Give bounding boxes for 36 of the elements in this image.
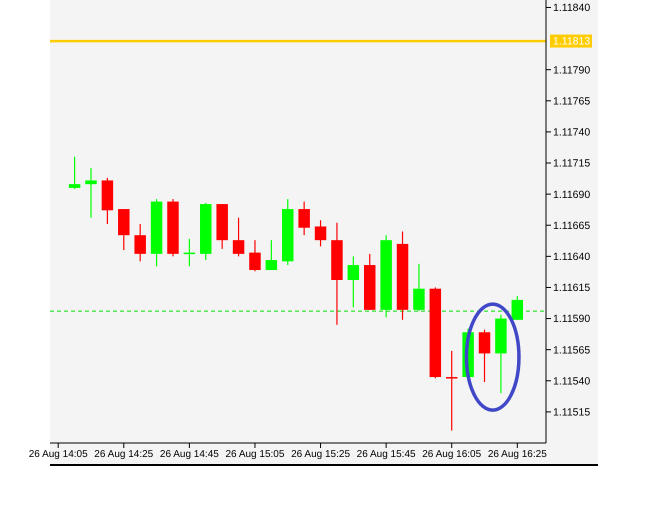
candlestick	[298, 200, 310, 236]
y-tick-label: 1.11840	[553, 2, 590, 14]
candlestick	[85, 167, 97, 218]
candlestick	[232, 217, 244, 257]
y-tick-label: 1.11690	[553, 188, 590, 201]
x-tick-label: 26 Aug 15:25	[291, 449, 350, 460]
candlestick	[314, 220, 326, 247]
y-tick-label: 1.11790	[553, 64, 590, 76]
candlestick	[249, 240, 261, 272]
y-tick-label: 1.11665	[553, 220, 590, 232]
candlestick	[266, 240, 278, 271]
x-tick-label: 26 Aug 15:05	[225, 449, 285, 460]
x-tick-label: 26 Aug 15:45	[356, 449, 416, 460]
candlestick	[184, 238, 196, 267]
y-tick-label: 1.11640	[553, 251, 590, 264]
y-tick-label: 1.11765	[553, 95, 590, 108]
x-tick-label: 26 Aug 14:25	[94, 449, 154, 460]
candlestick	[512, 296, 524, 320]
y-tick-label: 1.11715	[553, 158, 590, 170]
x-tick-label: 26 Aug 16:05	[422, 449, 482, 460]
y-tick-label: 1.11540	[553, 375, 590, 388]
candlestick	[134, 223, 146, 262]
y-tick-label: 1.11515	[553, 406, 590, 419]
y-tick-label: 1.11590	[553, 313, 590, 326]
candlestick	[348, 256, 360, 308]
y-tick-label: 1.11565	[553, 344, 590, 356]
ref-line-label: 1.11813	[553, 36, 590, 48]
x-tick-label: 26 Aug 14:05	[28, 449, 88, 460]
candlestick	[413, 263, 425, 312]
y-tick-label: 1.11740	[553, 126, 590, 139]
candlestick	[68, 156, 80, 190]
y-tick-label: 1.11615	[553, 282, 590, 294]
candlestick	[478, 329, 490, 383]
x-tick-label: 26 Aug 16:25	[488, 449, 548, 460]
x-tick-label: 26 Aug 14:45	[160, 449, 220, 460]
candlestick	[446, 350, 458, 432]
